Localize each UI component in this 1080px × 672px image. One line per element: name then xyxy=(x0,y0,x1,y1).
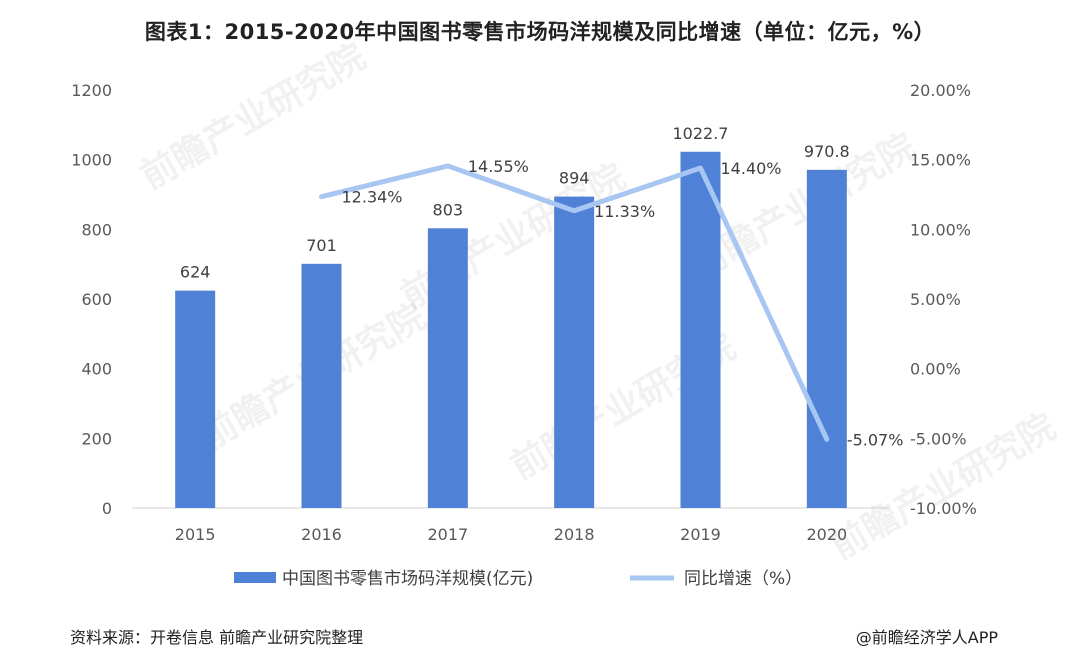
source-note: 资料来源：开卷信息 前瞻产业研究院整理 xyxy=(70,628,364,647)
bar-value-label: 803 xyxy=(433,200,464,219)
y-left-tick-label: 800 xyxy=(81,220,112,239)
chart-title: 图表1：2015-2020年中国图书零售市场码洋规模及同比增速（单位：亿元，%） xyxy=(144,20,936,44)
legend-bar-swatch xyxy=(234,572,276,583)
bar-value-label: 894 xyxy=(559,169,590,188)
y-left-tick-label: 200 xyxy=(81,429,112,448)
bar-value-label: 701 xyxy=(306,236,337,255)
legend-line-label: 同比增速（%） xyxy=(684,569,802,589)
bar-2019 xyxy=(680,151,721,508)
bar-2016 xyxy=(301,263,342,508)
y-right-tick-label: -10.00% xyxy=(910,499,977,518)
x-tick-label: 2019 xyxy=(680,525,721,544)
growth-point-2016 xyxy=(321,196,322,198)
data-labels: 624 701 803 894 1022.7 970.8 12.34% 14.55% 11.33… xyxy=(180,124,904,450)
x-tick-label: 2015 xyxy=(175,525,216,544)
growth-point-2018 xyxy=(573,210,575,212)
y-left-tick-label: 1000 xyxy=(71,151,112,170)
x-tick-label: 2017 xyxy=(427,525,468,544)
watermark-text: 前瞻产业研究院 xyxy=(134,36,373,198)
y-right-tick-label: 20.00% xyxy=(910,81,971,100)
bar-2018 xyxy=(554,196,595,508)
bar-value-label: 970.8 xyxy=(804,142,850,161)
bar-2020 xyxy=(806,169,847,508)
y-left-tick-label: 1200 xyxy=(71,81,112,100)
legend-bar-label: 中国图书零售市场码洋规模(亿元) xyxy=(282,569,533,589)
line-value-label: 14.55% xyxy=(468,157,529,176)
bar-series xyxy=(175,151,847,508)
x-tick-label: 2016 xyxy=(301,525,342,544)
y-right-tick-label: -5.00% xyxy=(910,429,967,448)
brand-credit: @前瞻经济学人APP xyxy=(855,628,998,647)
bar-2015 xyxy=(175,290,216,508)
growth-point-2019 xyxy=(700,167,701,169)
x-tick-label: 2020 xyxy=(806,525,847,544)
y-left-tick-label: 600 xyxy=(81,290,112,309)
y-right-tick-label: 10.00% xyxy=(910,220,971,239)
line-series xyxy=(319,163,830,442)
bar-2017 xyxy=(427,228,468,508)
y-right-tick-label: 15.00% xyxy=(910,151,971,170)
legend: 中国图书零售市场码洋规模(亿元) 同比增速（%） xyxy=(234,569,802,589)
growth-point-2020 xyxy=(826,438,828,440)
y-left-tick-label: 0 xyxy=(102,499,112,518)
y-right-tick-label: 5.00% xyxy=(910,290,961,309)
line-value-label: 14.40% xyxy=(721,159,782,178)
line-value-label: 12.34% xyxy=(342,188,403,207)
y-right-tick-label: 0.00% xyxy=(910,360,961,379)
line-value-label: 11.33% xyxy=(594,202,655,221)
growth-point-2017 xyxy=(447,165,449,167)
bar-value-label: 624 xyxy=(180,263,211,282)
axes: 0 200 400 600 800 1000 1200 -10.00% -5.00% 0.00% 5… xyxy=(71,81,977,544)
y-left-tick-label: 400 xyxy=(81,360,112,379)
bar-value-label: 1022.7 xyxy=(673,124,729,143)
line-value-label: -5.07% xyxy=(847,430,904,449)
x-tick-label: 2018 xyxy=(554,525,595,544)
